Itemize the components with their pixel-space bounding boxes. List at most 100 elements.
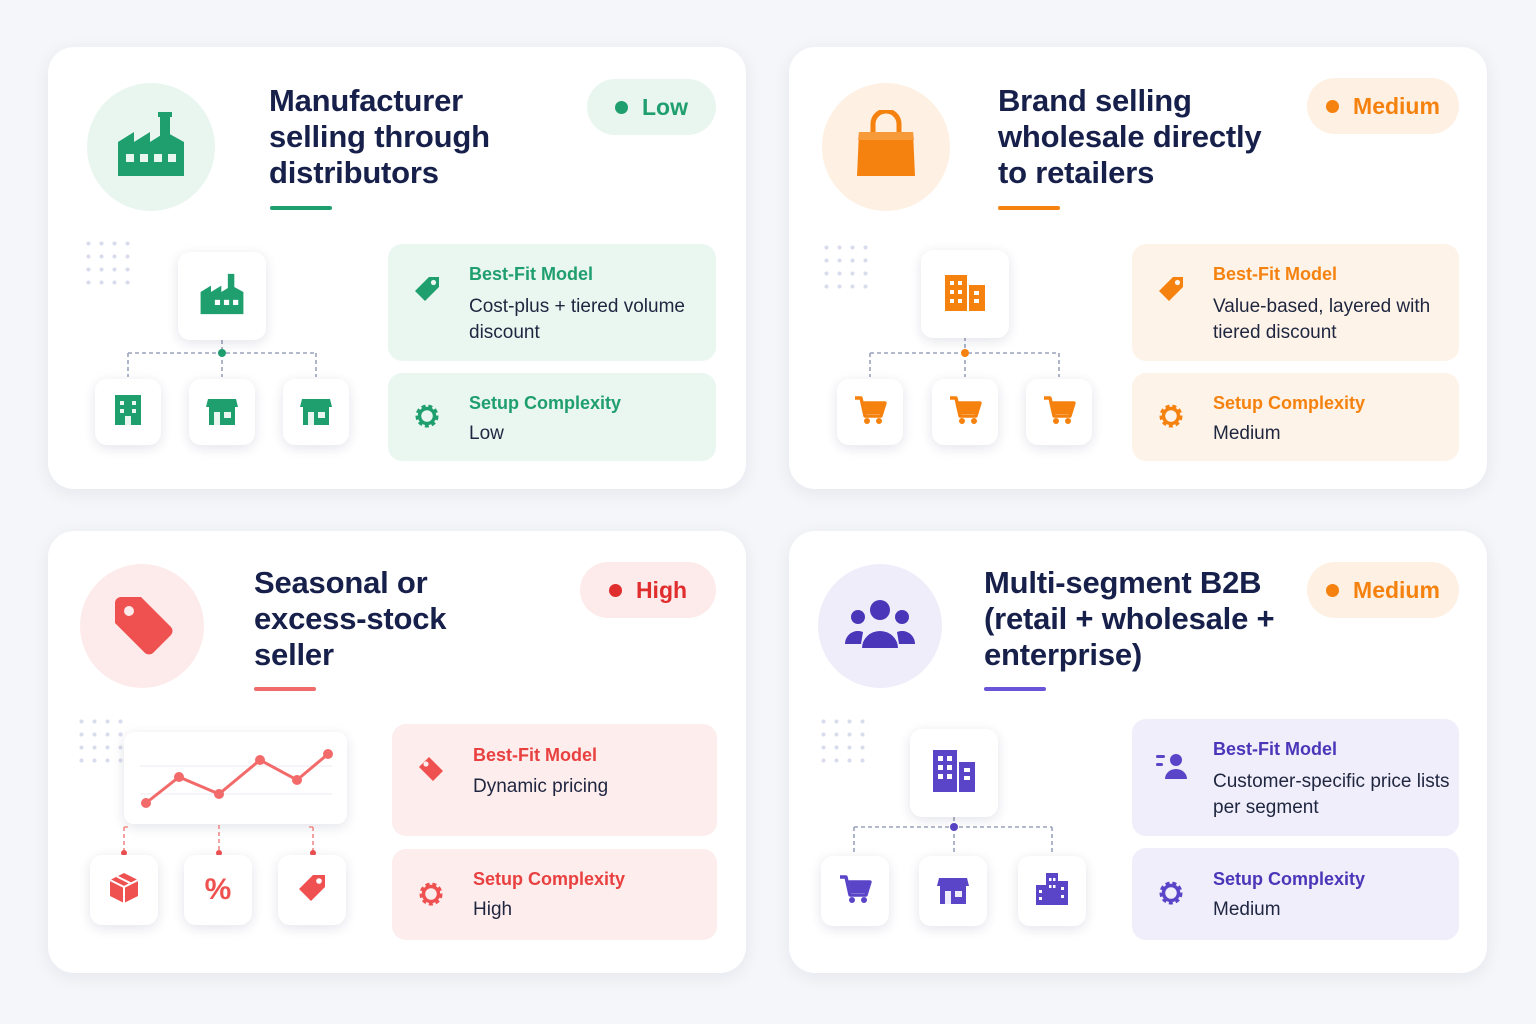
title-underline [984,687,1046,691]
diagram-child-node [919,856,987,926]
model-label: Best-Fit Model [1213,739,1337,759]
model-label: Best-Fit Model [1213,264,1337,284]
title-underline [254,687,316,691]
status-dot [1326,99,1340,113]
tag-icon [1154,272,1188,306]
building-icon [943,271,987,318]
cart-icon [853,394,887,431]
diagram-child-node [90,855,158,925]
best-fit-model-panel: Best-Fit Model Value-based, layered with… [1132,244,1459,361]
complexity-badge: Medium [1307,78,1459,134]
diagram-child-node [95,379,161,445]
model-value: Value-based, layered with tiered discoun… [1213,296,1431,343]
model-label: Best-Fit Model [469,264,593,284]
best-fit-model-panel: Best-Fit Model Dynamic pricing [392,724,717,836]
percent-icon: % [204,873,232,906]
title-underline [270,206,332,210]
shopping-bag-icon [853,108,919,185]
hero-circle [80,564,204,688]
city-icon [1034,871,1070,912]
trend-chart [124,732,347,824]
diagram-child-node [189,379,255,445]
diagram-child-node [1018,856,1086,926]
title-underline [998,206,1060,210]
tag-icon [414,752,448,786]
complexity-badge: Medium [1307,562,1459,618]
complexity-value: Medium [1213,423,1281,444]
diagram-child-node [278,855,346,925]
diagram-parent-node [910,729,998,817]
users-group-icon [845,598,915,655]
cart-icon [1042,394,1076,431]
complexity-value: Low [469,423,504,444]
complexity-badge: Low [587,79,716,135]
setup-complexity-panel: Setup Complexity Medium [1132,373,1459,461]
gear-icon [410,399,444,433]
model-value: Cost-plus + tiered volume discount [469,296,685,343]
line-chart-icon [124,749,347,828]
gear-icon [414,877,448,911]
box-icon [107,871,141,910]
connector-lines [869,337,1060,377]
card-multi-segment: Multi-segment B2B (retail + wholesale + … [789,531,1487,973]
store-icon [205,393,239,432]
card-manufacturer: Manufacturer selling through distributor… [48,47,746,489]
card-title: Manufacturer selling through distributor… [269,83,490,190]
hero-circle [822,83,950,211]
card-title: Seasonal or excess-stock seller [254,565,447,672]
status-dot [1326,583,1340,597]
complexity-label: Setup Complexity [469,393,622,413]
best-fit-model-panel: Best-Fit Model Customer-specific price l… [1132,719,1459,836]
connector-lines [853,817,1053,853]
building-icon [931,748,977,799]
cart-icon [838,873,872,910]
factory-icon [198,272,246,321]
diagram-child-node: % [184,855,252,925]
price-tag-icon [107,589,177,664]
tag-icon [410,272,444,306]
diagram-parent-node [921,250,1009,338]
setup-complexity-panel: Setup Complexity Medium [1132,848,1459,940]
complexity-label: Setup Complexity [1213,393,1366,413]
setup-complexity-panel: Setup Complexity High [392,849,717,940]
card-brand-wholesale: Brand selling wholesale directly to reta… [789,47,1487,489]
diagram-child-node [283,379,349,445]
model-value: Dynamic pricing [473,776,609,797]
cart-icon [948,394,982,431]
setup-complexity-panel: Setup Complexity Low [388,373,716,461]
user-list-icon [1154,749,1188,783]
decor-dots [820,241,876,297]
complexity-label: Setup Complexity [1213,869,1366,889]
diagram-child-node [821,856,889,926]
diagram-parent-node [178,252,266,340]
gear-icon [1154,399,1188,433]
hero-circle [818,564,942,688]
model-label: Best-Fit Model [473,745,597,765]
best-fit-model-panel: Best-Fit Model Cost-plus + tiered volume… [388,244,716,361]
gear-icon [1154,876,1188,910]
decor-dots [82,237,138,293]
card-seasonal-seller: Seasonal or excess-stock seller High [48,531,746,973]
diagram-child-node [837,379,903,445]
warehouse-icon [111,393,145,432]
factory-icon [114,111,188,183]
hero-circle [87,83,215,211]
complexity-value: Medium [1213,899,1281,920]
status-dot [608,583,622,597]
diagram-child-node [1026,379,1092,445]
complexity-badge: High [580,562,716,618]
store-icon [299,393,333,432]
complexity-value: High [473,899,513,920]
model-value: Customer-specific price lists per segmen… [1213,771,1450,818]
complexity-label: Setup Complexity [473,869,626,889]
card-title: Multi-segment B2B (retail + wholesale + … [984,565,1275,672]
status-dot [615,100,628,114]
connector-lines [127,333,317,377]
store-icon [936,872,970,911]
decor-dots [817,715,873,771]
card-title: Brand selling wholesale directly to reta… [998,83,1262,190]
tag-icon [295,871,329,910]
diagram-child-node [932,379,998,445]
decor-dots [75,715,131,771]
connector-lines [121,825,316,856]
